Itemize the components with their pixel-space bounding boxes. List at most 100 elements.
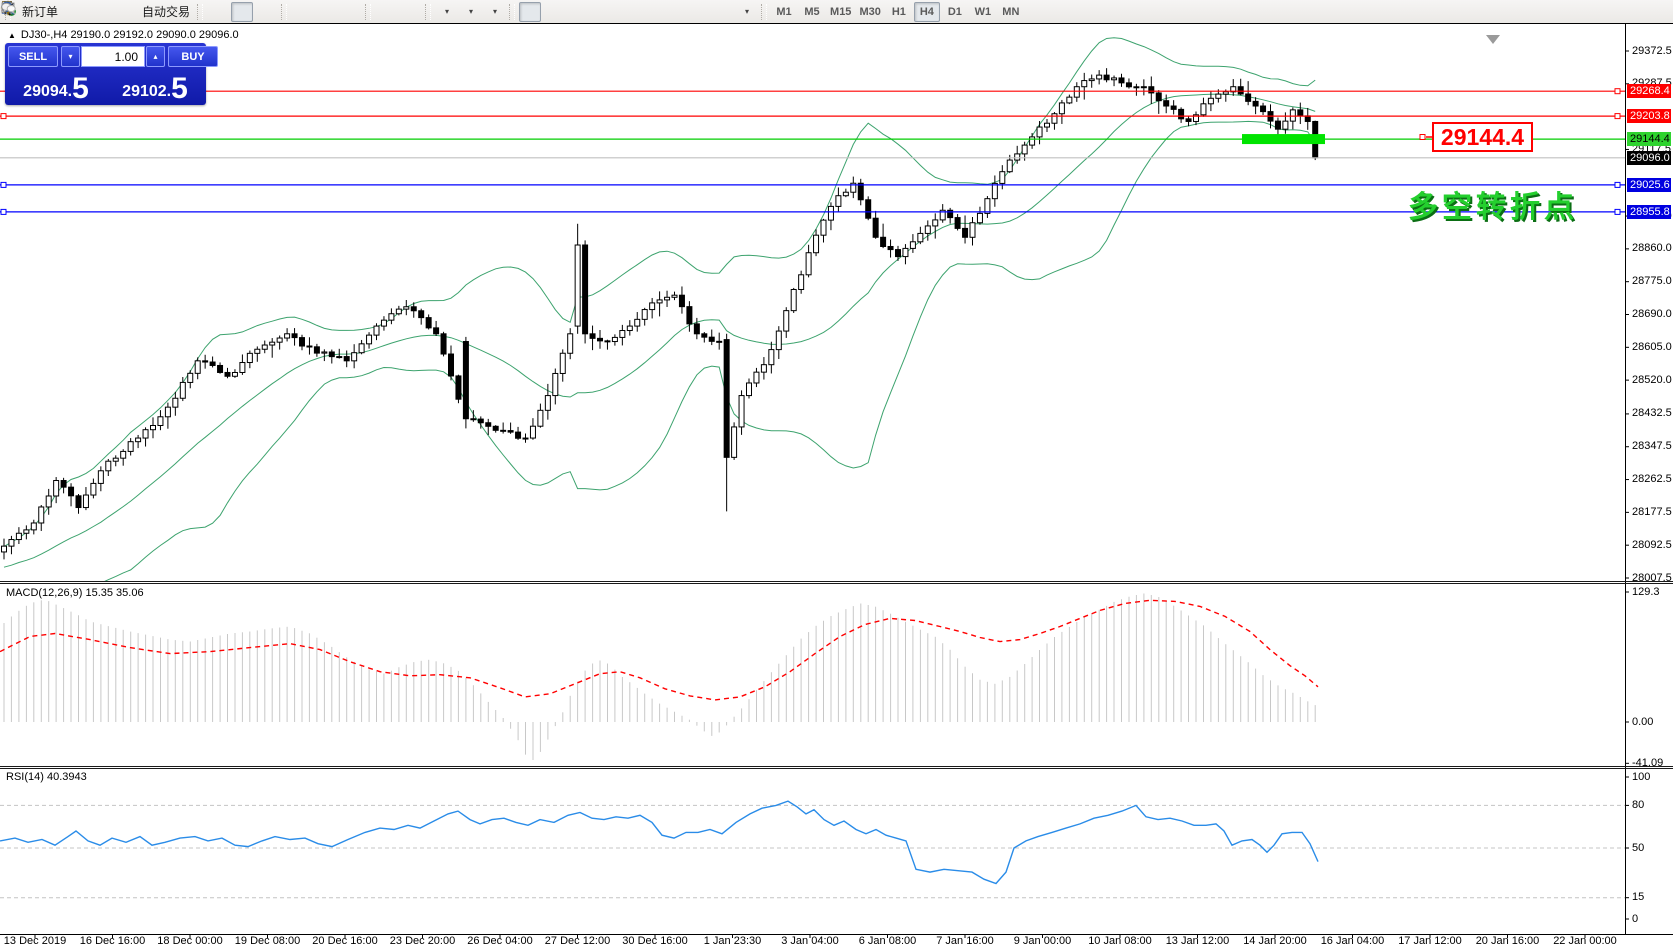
toolbar-grip bbox=[509, 3, 516, 20]
candle bbox=[68, 486, 75, 497]
candle bbox=[179, 381, 186, 399]
line-anchor[interactable] bbox=[0, 208, 7, 215]
candle bbox=[1155, 92, 1162, 102]
chat-icon bbox=[1, 2, 16, 15]
candle bbox=[939, 209, 946, 221]
volume-increase-button[interactable]: ▴ bbox=[146, 46, 165, 67]
bollinger-middle-band bbox=[3, 93, 1316, 568]
candle bbox=[522, 437, 529, 440]
candle bbox=[1185, 118, 1192, 122]
buy-price[interactable]: 29102. 5 bbox=[122, 71, 188, 105]
candle bbox=[120, 450, 127, 459]
candle bbox=[1193, 114, 1199, 122]
date-axis-label: 23 Dec 20:00 bbox=[389, 935, 456, 946]
timeframe-m15[interactable]: M15 bbox=[830, 5, 852, 18]
candle bbox=[291, 333, 298, 339]
highlight-rectangle[interactable] bbox=[1242, 134, 1325, 145]
candle bbox=[306, 345, 313, 348]
candle bbox=[336, 356, 343, 359]
timeframe-m1[interactable]: M1 bbox=[776, 5, 792, 18]
date-axis-label: 30 Dec 16:00 bbox=[622, 935, 688, 946]
date-axis-label: 16 Dec 16:00 bbox=[79, 935, 146, 946]
timeframe-h4[interactable]: H4 bbox=[913, 1, 940, 22]
candle bbox=[865, 199, 872, 219]
candle bbox=[1260, 105, 1267, 113]
price-axis-tick: 28262.5 bbox=[1632, 473, 1672, 486]
candle bbox=[30, 522, 37, 531]
candle bbox=[224, 371, 231, 377]
date-axis-label: 20 Jan 16:00 bbox=[1475, 935, 1540, 946]
timeframe-m30[interactable]: M30 bbox=[859, 5, 881, 18]
candle bbox=[127, 441, 134, 452]
candle bbox=[589, 333, 596, 339]
date-axis-label: 19 Dec 08:00 bbox=[234, 935, 301, 946]
panel-collapse-arrow[interactable]: ▲ bbox=[8, 30, 16, 40]
line-anchor[interactable] bbox=[0, 113, 7, 120]
timeframe-h1[interactable]: H1 bbox=[891, 5, 906, 18]
candle bbox=[991, 182, 998, 200]
price-level-label-28955.8: 28955.8 bbox=[1627, 204, 1671, 219]
candle bbox=[135, 437, 142, 443]
chevron-down-icon: ▾ bbox=[469, 7, 474, 16]
candle bbox=[597, 337, 603, 342]
candle bbox=[537, 409, 544, 427]
candle bbox=[358, 343, 365, 354]
date-axis-label: 14 Jan 20:00 bbox=[1243, 935, 1307, 946]
candle bbox=[1118, 77, 1125, 84]
candle bbox=[1170, 105, 1177, 110]
candle bbox=[261, 344, 268, 350]
sell-price[interactable]: 29094. 5 bbox=[23, 71, 89, 105]
timeframe-mn[interactable]: MN bbox=[1002, 5, 1020, 18]
candle bbox=[969, 222, 976, 238]
line-anchor[interactable] bbox=[1614, 208, 1621, 215]
line-anchor[interactable] bbox=[1614, 88, 1621, 95]
candle bbox=[38, 506, 45, 524]
toolbar-grip bbox=[761, 3, 768, 20]
scroll-to-end-marker[interactable] bbox=[1486, 35, 1500, 44]
candle bbox=[1103, 74, 1110, 81]
candle bbox=[880, 236, 887, 247]
candle bbox=[1066, 96, 1073, 104]
price-callout-label[interactable]: 29144.4 bbox=[1432, 122, 1533, 152]
candle bbox=[150, 424, 156, 431]
candle bbox=[1111, 77, 1118, 81]
chat-button[interactable] bbox=[1, 2, 1664, 22]
candle bbox=[790, 288, 797, 312]
candle bbox=[1200, 103, 1207, 116]
candle bbox=[805, 252, 812, 276]
line-anchor[interactable] bbox=[1614, 113, 1621, 120]
candle bbox=[611, 336, 618, 343]
candle bbox=[1274, 120, 1281, 130]
candle bbox=[90, 482, 97, 496]
line-anchor[interactable] bbox=[1614, 181, 1621, 188]
candle bbox=[462, 341, 469, 420]
candle bbox=[470, 418, 477, 421]
candle bbox=[954, 217, 961, 229]
date-axis-label: 27 Dec 12:00 bbox=[544, 935, 611, 946]
chevron-down-icon: ▾ bbox=[445, 7, 450, 16]
line-anchor[interactable] bbox=[0, 181, 7, 188]
candle bbox=[410, 306, 417, 312]
volume-input[interactable] bbox=[81, 46, 145, 67]
candle bbox=[187, 372, 194, 383]
timeframe-w1[interactable]: W1 bbox=[974, 5, 992, 18]
timeframe-m5[interactable]: M5 bbox=[804, 5, 820, 18]
buy-button[interactable]: BUY bbox=[168, 46, 218, 67]
candle bbox=[693, 323, 700, 335]
candle bbox=[962, 227, 969, 238]
callout-anchor[interactable] bbox=[1419, 134, 1426, 140]
candle bbox=[1133, 86, 1140, 89]
candle bbox=[1215, 93, 1222, 99]
timeframe-d1[interactable]: D1 bbox=[947, 5, 962, 18]
date-axis-label: 9 Jan 00:00 bbox=[1013, 935, 1072, 946]
sell-button[interactable]: SELL bbox=[8, 46, 58, 67]
candle bbox=[351, 352, 358, 362]
volume-decrease-button[interactable]: ▾ bbox=[61, 46, 80, 67]
toolbar-grip bbox=[197, 3, 204, 20]
candle bbox=[1036, 126, 1043, 138]
candle bbox=[641, 309, 648, 320]
price-axis-tick: 28092.5 bbox=[1632, 538, 1672, 551]
candle bbox=[1125, 82, 1132, 88]
annotation-note[interactable]: 多空转折点 bbox=[1408, 191, 1578, 224]
